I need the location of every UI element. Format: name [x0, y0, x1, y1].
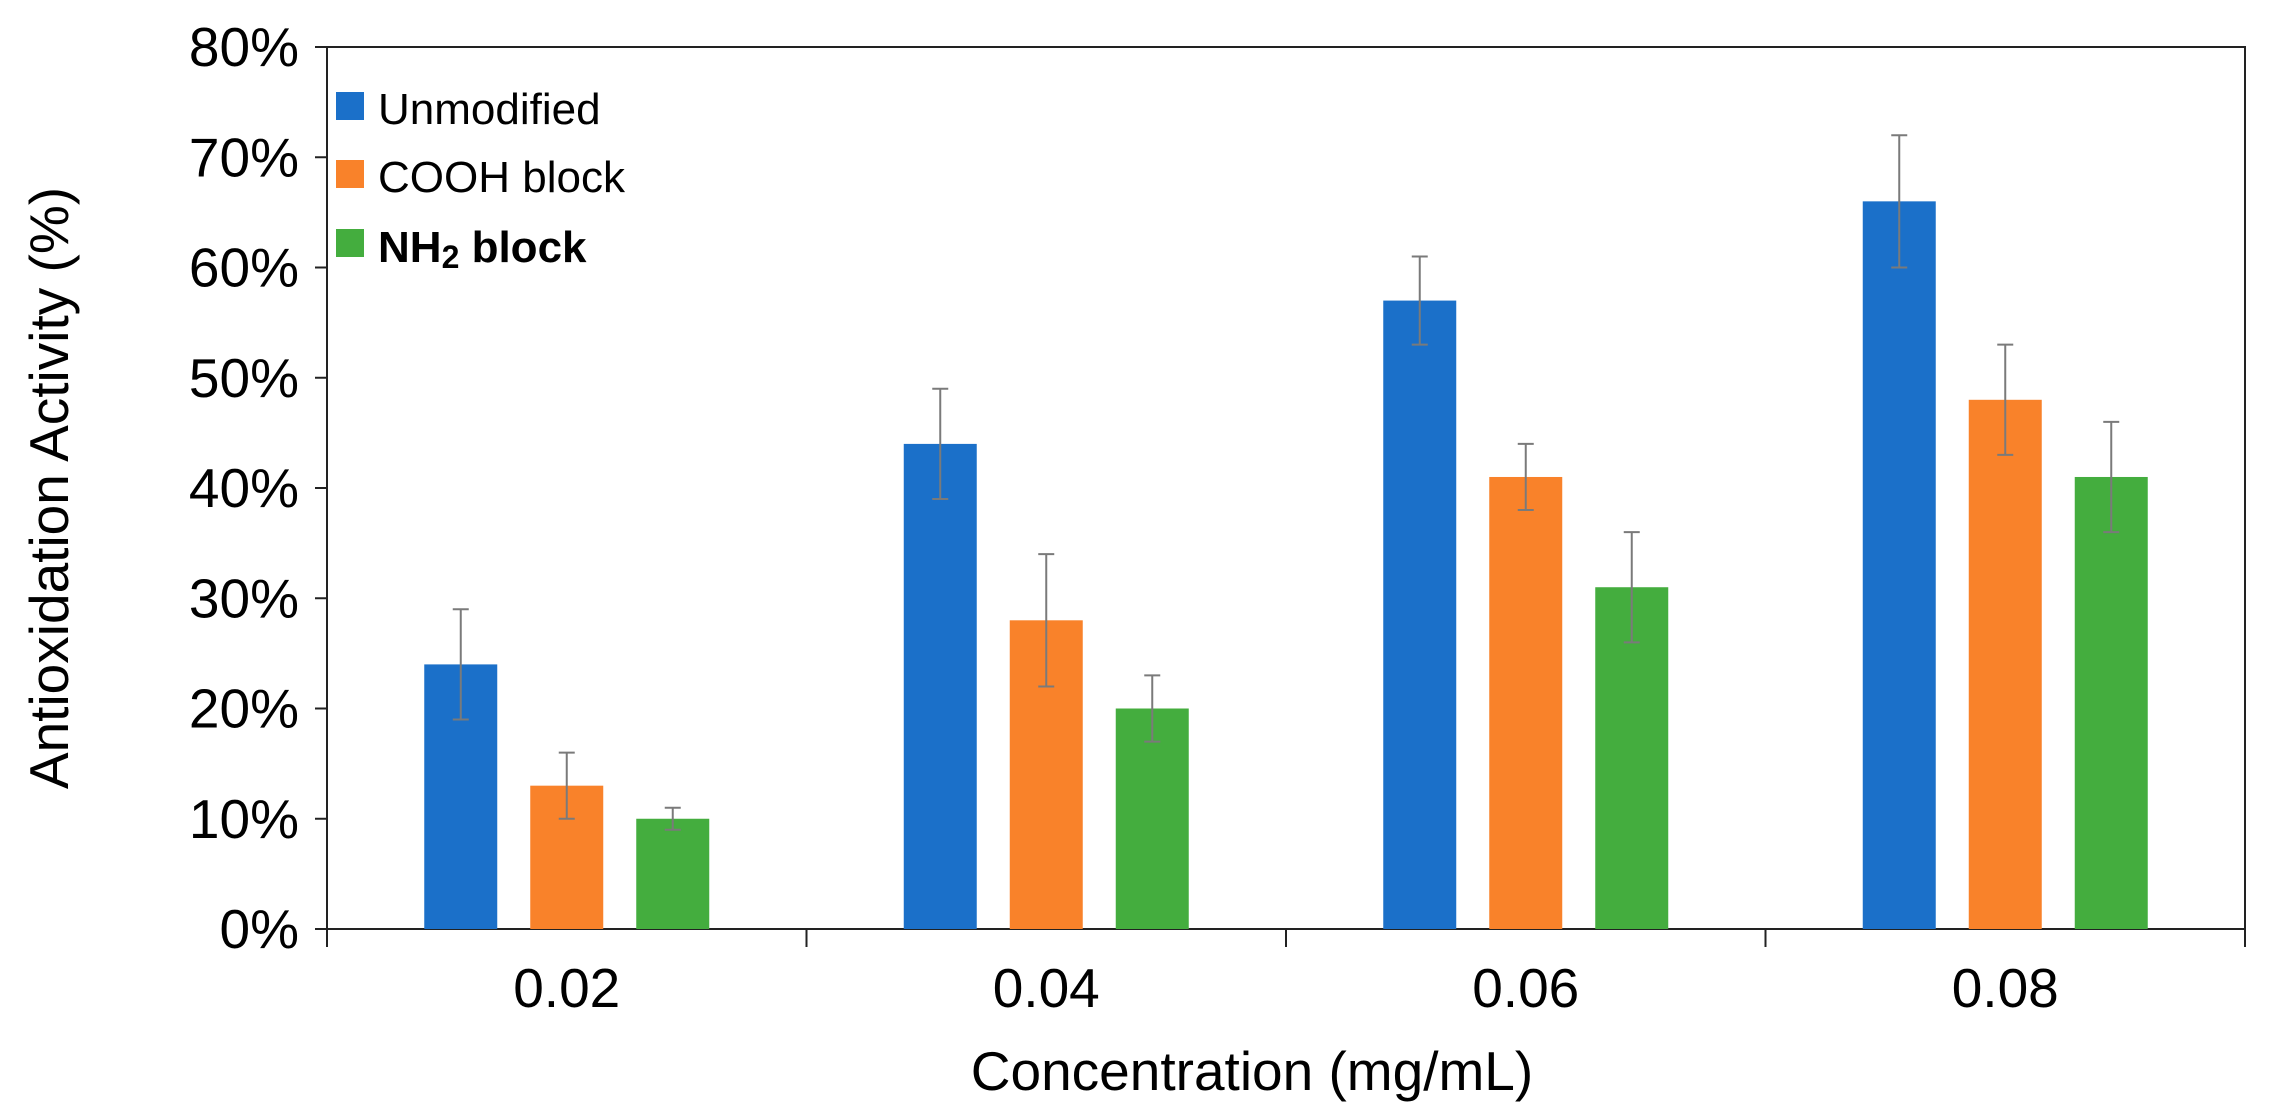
error-bar-unmodified-0.06 [1411, 255, 1428, 346]
error-bar-unmodified-0.02 [452, 608, 469, 721]
x-tick-label: 0.04 [993, 957, 1100, 1019]
y-axis: 0% 10% 20% 30% 40% 50% 60% 70% 80% [189, 16, 327, 960]
y-tick-label: 30% [189, 567, 299, 629]
error-bar-nh2-block-0.06 [1623, 531, 1640, 644]
error-bar-cooh-block-0.02 [558, 751, 575, 820]
error-bar-nh2-block-0.04 [1144, 674, 1161, 743]
bar-unmodified-0.04 [903, 443, 977, 929]
y-tick-label: 70% [189, 126, 299, 188]
legend-label-unmodified: Unmodified [378, 85, 601, 134]
y-tick-label: 10% [189, 788, 299, 850]
bars-layer [424, 201, 2148, 930]
error-bar-cooh-block-0.08 [1997, 343, 2014, 456]
legend-item-nh2-block: NH2 block [336, 223, 587, 275]
error-bar-unmodified-0.08 [1891, 134, 1908, 269]
bar-nh2-block-0.06 [1595, 587, 1669, 929]
x-tick-label: 0.02 [513, 957, 620, 1019]
error-bars-layer [452, 134, 2120, 831]
legend-swatch-nh2-block [336, 229, 364, 257]
y-tick-label: 80% [189, 16, 299, 78]
bar-nh2-block-0.04 [1115, 708, 1189, 929]
x-axis: 0.02 0.04 0.06 0.08 [326, 929, 2246, 1019]
legend-label-nh2-subscript: 2 [442, 239, 460, 275]
y-tick-label: 50% [189, 347, 299, 409]
bar-cooh-block-0.08 [1968, 399, 2042, 929]
x-tick-label: 0.08 [1952, 957, 2059, 1019]
error-bar-nh2-block-0.08 [2103, 420, 2120, 534]
y-axis-title: Antioxidation Activity (%) [18, 187, 80, 789]
y-tick-label: 40% [189, 457, 299, 519]
bar-cooh-block-0.06 [1489, 476, 1563, 929]
legend-label-nh2-rest: block [459, 223, 587, 272]
legend-label-nh2-block: NH2 block [378, 223, 587, 275]
error-bar-cooh-block-0.06 [1517, 442, 1534, 512]
x-tick-label: 0.06 [1472, 957, 1579, 1019]
bar-unmodified-0.06 [1383, 300, 1457, 929]
bar-nh2-block-0.02 [636, 818, 710, 929]
y-tick-label: 60% [189, 237, 299, 299]
y-tick-label: 20% [189, 678, 299, 740]
error-bar-unmodified-0.04 [932, 387, 949, 501]
legend-label-nh2-main: NH [378, 223, 442, 272]
error-bar-cooh-block-0.04 [1038, 553, 1055, 688]
y-tick-label: 0% [220, 898, 300, 960]
legend-swatch-unmodified [336, 92, 364, 120]
error-bar-nh2-block-0.02 [664, 806, 681, 831]
legend-item-cooh-block: COOH block [336, 153, 626, 202]
bar-nh2-block-0.08 [2074, 476, 2148, 929]
x-axis-title: Concentration (mg/mL) [971, 1040, 1533, 1102]
legend-label-cooh-block: COOH block [378, 153, 626, 202]
legend: Unmodified COOH block NH2 block [336, 85, 626, 275]
bar-unmodified-0.08 [1862, 201, 1936, 930]
legend-swatch-cooh-block [336, 160, 364, 188]
legend-item-unmodified: Unmodified [336, 85, 601, 134]
